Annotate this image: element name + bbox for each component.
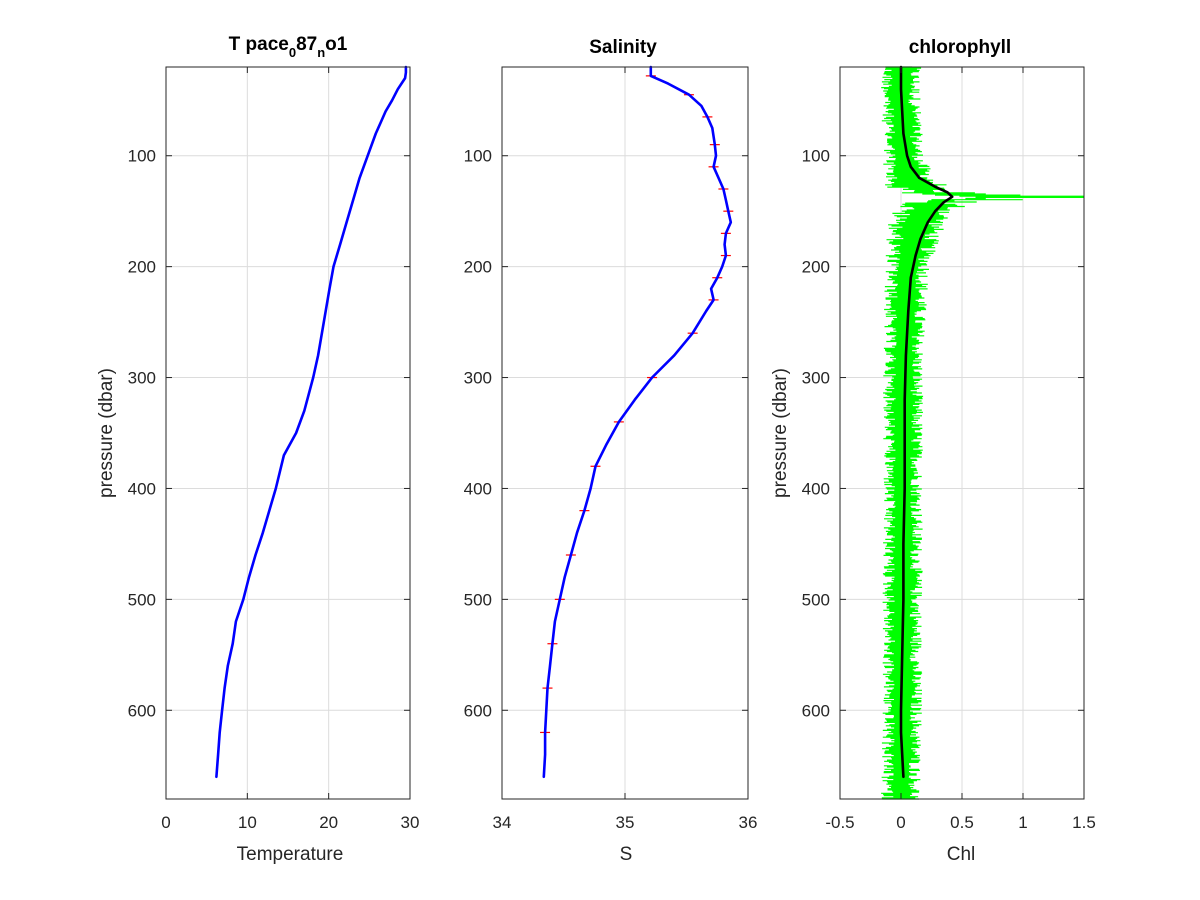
chlorophyll-xtick-label: 0.5 (950, 813, 974, 832)
chlorophyll-xtick-label: 1.5 (1072, 813, 1096, 832)
temperature-title: T pace087no1 (229, 34, 348, 60)
chlorophyll-xlabel: Chl (947, 844, 976, 865)
temperature-series (215, 65, 408, 779)
salinity-title: Salinity (589, 37, 657, 58)
salinity-ytick-label: 100 (464, 147, 492, 166)
temperature-ytick-label: 100 (128, 147, 156, 166)
chlorophyll-xtick-label: -0.5 (825, 813, 854, 832)
chlorophyll-ytick-label: 300 (802, 369, 830, 388)
temperature-ylabel: pressure (dbar) (96, 368, 117, 498)
chlorophyll-ytick-label: 400 (802, 479, 830, 498)
temperature-ytick-label: 400 (128, 479, 156, 498)
temperature-xlabel: Temperature (237, 844, 344, 865)
temperature-panel: T pace087no1 Temperature pressure (dbar)… (96, 34, 419, 865)
temperature-xtick-label: 0 (161, 813, 170, 832)
temperature-ytick-label: 600 (128, 701, 156, 720)
chlorophyll-panel: chlorophyll Chl pressure (dbar) -0.5 0 0.5… (770, 37, 1096, 865)
temperature-xtick-label: 10 (238, 813, 257, 832)
salinity-ytick-label: 300 (464, 369, 492, 388)
chlorophyll-ytick-label: 100 (802, 147, 830, 166)
salinity-xtick-label: 34 (493, 813, 512, 832)
chlorophyll-xtick-label: 0 (896, 813, 905, 832)
temperature-ytick-label: 500 (128, 590, 156, 609)
chlorophyll-ytick-label: 600 (802, 701, 830, 720)
salinity-xtick-label: 35 (616, 813, 635, 832)
chlorophyll-smoothed-series (899, 65, 954, 779)
chlorophyll-ylabel: pressure (dbar) (770, 368, 791, 498)
chlorophyll-ytick-label: 200 (802, 258, 830, 277)
chlorophyll-ytick-label: 500 (802, 590, 830, 609)
temperature-ytick-label: 300 (128, 369, 156, 388)
salinity-xlabel: S (620, 844, 633, 865)
temperature-ytick-label: 200 (128, 258, 156, 277)
temperature-axes-frame (165, 66, 411, 800)
chlorophyll-xtick-label: 1 (1018, 813, 1027, 832)
salinity-ytick-label: 500 (464, 590, 492, 609)
salinity-series (542, 65, 733, 779)
salinity-ytick-label: 200 (464, 258, 492, 277)
salinity-ytick-label: 400 (464, 479, 492, 498)
temperature-xtick-label: 20 (319, 813, 338, 832)
salinity-ytick-label: 600 (464, 701, 492, 720)
salinity-xtick-label: 36 (739, 813, 758, 832)
salinity-panel: Salinity S 34 35 36 100 200 300 400 500 600 (464, 37, 758, 865)
chlorophyll-title: chlorophyll (909, 37, 1011, 58)
temperature-xtick-label: 30 (401, 813, 420, 832)
